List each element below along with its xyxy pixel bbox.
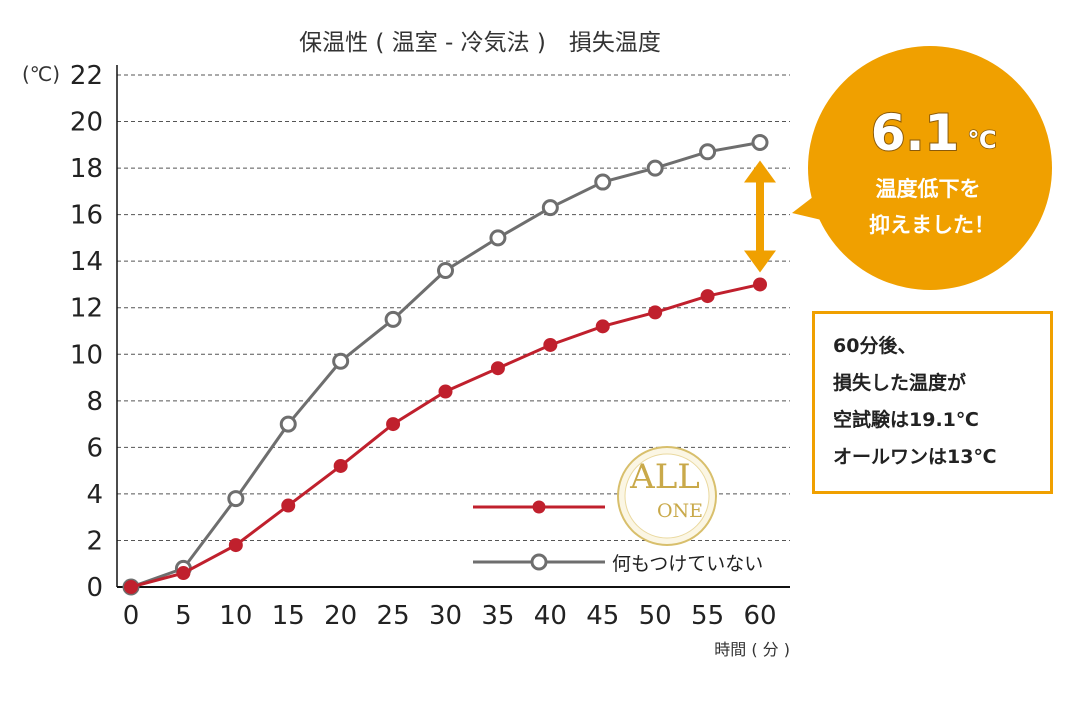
x-tick-label: 35 xyxy=(481,601,514,631)
arrow-head-down xyxy=(744,250,776,273)
x-tick-label: 10 xyxy=(219,601,252,631)
all-one-logo-word-2: ONE xyxy=(657,500,703,522)
data-point-untreated xyxy=(227,490,245,508)
grid-lines xyxy=(117,74,790,541)
note-box: 60分後、 損失した温度が 空試験は19.1℃ オールワンは13℃ xyxy=(812,311,1053,494)
y-tick-label: 16 xyxy=(70,201,103,231)
data-point-untreated xyxy=(751,133,769,151)
y-tick-label: 10 xyxy=(70,340,103,370)
y-tick-label: 6 xyxy=(86,433,103,463)
all-one-logo-inner xyxy=(624,453,710,539)
data-point-all-one xyxy=(386,417,401,432)
data-point-all-one xyxy=(124,580,138,594)
data-point-untreated xyxy=(489,229,507,247)
data-point-all-one xyxy=(176,566,191,581)
data-point-untreated xyxy=(699,143,717,161)
arrow-head-up xyxy=(744,160,776,183)
data-point-untreated xyxy=(437,261,454,279)
data-point-untreated xyxy=(646,159,664,177)
y-tick-label: 20 xyxy=(70,108,103,138)
x-tick-label: 60 xyxy=(743,601,776,631)
difference-arrow xyxy=(744,160,776,273)
data-point-all-one xyxy=(333,458,348,473)
all-one-logo-word-1: ALL xyxy=(629,457,700,497)
x-tick-label: 20 xyxy=(324,601,357,631)
data-point-all-one xyxy=(648,305,663,320)
x-tick-label: 5 xyxy=(175,601,192,631)
data-point-all-one xyxy=(228,538,243,553)
x-tick-label: 55 xyxy=(691,601,724,631)
x-tick-label: 40 xyxy=(534,601,567,631)
x-axis-title: 時間 ( 分 ) xyxy=(714,640,790,659)
y-tick-label: 8 xyxy=(86,387,103,417)
bubble-unit: ℃ xyxy=(967,126,996,154)
bubble-tail xyxy=(792,190,830,222)
chart-title: 保温性 ( 温室 - 冷気法 ) 損失温度 xyxy=(299,30,661,56)
data-point-all-one xyxy=(700,289,715,304)
data-point-untreated xyxy=(384,310,402,328)
tick-labels: 0 2 4 6 8 10 12 14 16 18 20 22 0 5 10 15 20 25 30 35 40 45 50 5… xyxy=(70,61,777,631)
legend-marker-untreated xyxy=(530,553,548,571)
data-point-all-one xyxy=(543,337,558,352)
data-point-all-one xyxy=(281,498,296,513)
data-point-all-one xyxy=(595,319,610,334)
axes xyxy=(116,65,790,588)
data-point-all-one xyxy=(753,277,767,292)
bubble-value: 6.1 xyxy=(871,104,960,162)
bubble-line-2: 抑えました！ xyxy=(869,213,995,237)
bubble-circle xyxy=(808,46,1052,290)
y-tick-label: 18 xyxy=(70,154,103,184)
data-point-untreated xyxy=(541,199,559,217)
y-tick-label: 14 xyxy=(70,247,103,277)
series-lines xyxy=(122,133,769,596)
bubble-line-1: 温度低下を xyxy=(876,177,981,201)
x-tick-label: 45 xyxy=(586,601,619,631)
data-point-untreated xyxy=(332,352,350,370)
x-tick-label: 15 xyxy=(272,601,305,631)
data-point-all-one xyxy=(438,384,453,399)
y-tick-label: 22 xyxy=(70,61,103,91)
note-line-1: 60分後、 xyxy=(833,335,917,357)
note-line-4: オールワンは13℃ xyxy=(833,446,997,468)
note-line-2: 損失した温度が xyxy=(833,372,967,394)
legend-label-untreated: 何もつけていない xyxy=(612,553,763,575)
x-tick-label: 50 xyxy=(639,601,672,631)
arrow-shaft xyxy=(756,174,764,259)
data-point-all-one xyxy=(490,361,505,376)
y-tick-label: 0 xyxy=(86,573,103,603)
legend-marker-all-one xyxy=(532,500,546,514)
y-axis-unit: (℃) xyxy=(22,62,60,86)
note-line-3: 空試験は19.1℃ xyxy=(833,409,979,431)
y-tick-label: 4 xyxy=(86,480,103,510)
x-tick-label: 30 xyxy=(429,601,462,631)
y-tick-label: 12 xyxy=(70,294,103,324)
y-tick-label: 2 xyxy=(86,526,103,556)
x-tick-label: 0 xyxy=(123,601,140,631)
data-point-untreated xyxy=(279,415,297,433)
legend: ALL ONE 何もつけていない xyxy=(473,446,763,575)
data-point-untreated xyxy=(594,173,612,191)
x-tick-label: 25 xyxy=(377,601,410,631)
